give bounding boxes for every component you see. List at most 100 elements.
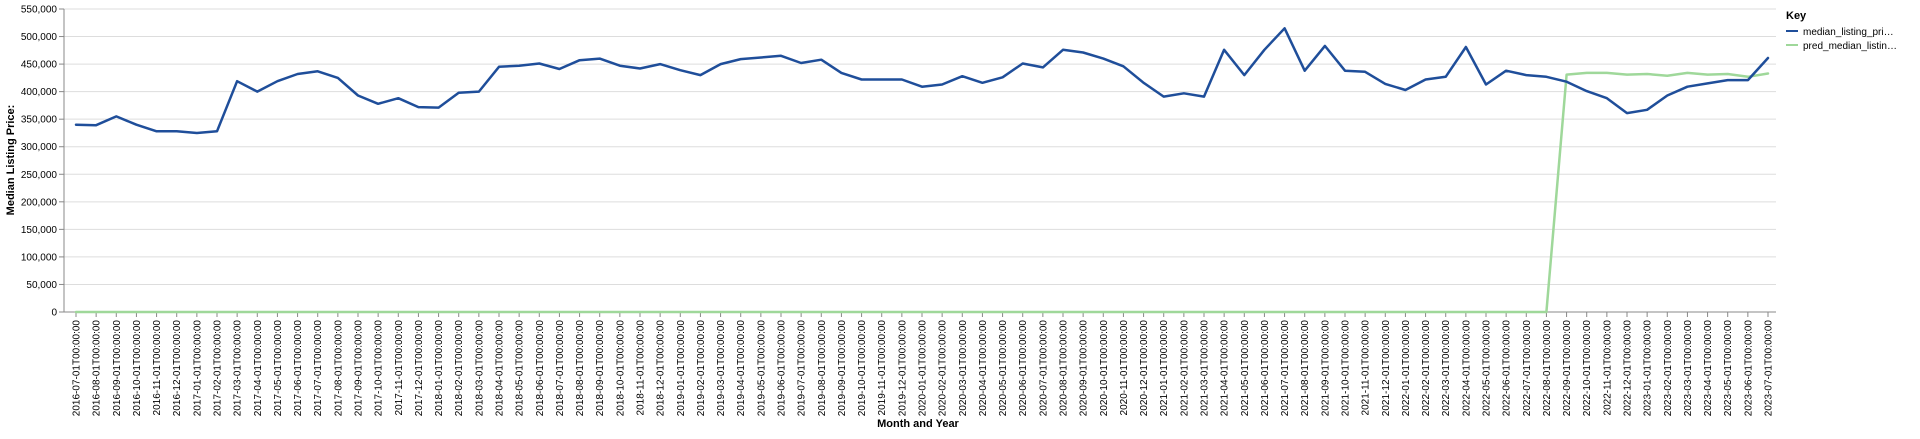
x-tick-label: 2022-11-01T00:00:00 — [1602, 320, 1613, 416]
x-tick-label: 2020-02-01T00:00:00 — [938, 320, 949, 417]
x-tick-label: 2020-03-01T00:00:00 — [958, 320, 969, 417]
x-tick-label: 2019-04-01T00:00:00 — [736, 320, 747, 417]
x-tick-label: 2017-05-01T00:00:00 — [273, 320, 284, 417]
x-tick-label: 2018-04-01T00:00:00 — [495, 320, 506, 417]
x-tick-label: 2016-09-01T00:00:00 — [112, 320, 123, 417]
legend-label-median: median_listing_pri… — [1803, 27, 1894, 38]
y-axis-ticks: 0 50,000 100,000 150,000 200,000 250,000 300,0… — [21, 5, 64, 319]
x-tick-label: 2022-03-01T00:00:00 — [1441, 320, 1452, 417]
x-tick-label: 2023-02-01T00:00:00 — [1663, 320, 1674, 417]
x-tick-label: 2017-09-01T00:00:00 — [354, 320, 365, 417]
x-tick-label: 2017-10-01T00:00:00 — [374, 320, 385, 417]
x-tick-label: 2017-02-01T00:00:00 — [213, 320, 224, 417]
x-tick-label: 2023-04-01T00:00:00 — [1703, 320, 1714, 417]
x-tick-label: 2023-07-01T00:00:00 — [1764, 320, 1775, 417]
x-tick-label: 2020-10-01T00:00:00 — [1099, 320, 1110, 417]
x-tick-label: 2021-12-01T00:00:00 — [1381, 320, 1392, 417]
x-tick-label: 2020-09-01T00:00:00 — [1079, 320, 1090, 417]
legend-title: Key — [1786, 10, 1807, 22]
x-tick-label: 2021-03-01T00:00:00 — [1200, 320, 1211, 417]
x-tick-label: 2021-10-01T00:00:00 — [1341, 320, 1352, 417]
x-tick-label: 2016-07-01T00:00:00 — [72, 320, 83, 417]
y-tick-label: 0 — [51, 308, 57, 319]
x-tick-label: 2016-10-01T00:00:00 — [132, 320, 143, 417]
x-tick-label: 2019-11-01T00:00:00 — [877, 320, 888, 416]
grid-lines — [64, 8, 1776, 313]
x-tick-label: 2022-02-01T00:00:00 — [1421, 320, 1432, 417]
x-tick-label: 2018-05-01T00:00:00 — [515, 320, 526, 417]
x-tick-label: 2018-08-01T00:00:00 — [575, 320, 586, 417]
x-tick-label: 2021-06-01T00:00:00 — [1260, 320, 1271, 417]
x-tick-label: 2019-08-01T00:00:00 — [817, 320, 828, 417]
x-tick-label: 2021-08-01T00:00:00 — [1300, 320, 1311, 417]
x-tick-label: 2017-08-01T00:00:00 — [333, 320, 344, 417]
x-tick-label: 2018-10-01T00:00:00 — [615, 320, 626, 417]
x-tick-label: 2020-12-01T00:00:00 — [1139, 320, 1150, 417]
x-tick-label: 2023-06-01T00:00:00 — [1743, 320, 1754, 417]
x-tick-label: 2023-03-01T00:00:00 — [1683, 320, 1694, 417]
x-tick-label: 2018-07-01T00:00:00 — [555, 320, 566, 417]
x-tick-label: 2021-11-01T00:00:00 — [1361, 320, 1372, 416]
x-tick-label: 2018-01-01T00:00:00 — [434, 320, 445, 417]
x-tick-label: 2016-12-01T00:00:00 — [172, 320, 183, 417]
x-tick-label: 2016-08-01T00:00:00 — [92, 320, 103, 417]
y-tick-label: 450,000 — [21, 60, 58, 71]
x-tick-label: 2016-11-01T00:00:00 — [152, 320, 163, 416]
x-tick-label: 2022-10-01T00:00:00 — [1582, 320, 1593, 417]
x-tick-label: 2021-05-01T00:00:00 — [1240, 320, 1251, 417]
x-tick-label: 2017-04-01T00:00:00 — [253, 320, 264, 417]
x-tick-label: 2022-05-01T00:00:00 — [1482, 320, 1493, 417]
y-axis-title: Median Listing Price: — [5, 105, 17, 216]
x-tick-label: 2022-08-01T00:00:00 — [1542, 320, 1553, 417]
x-tick-label: 2020-01-01T00:00:00 — [918, 320, 929, 417]
x-tick-label: 2017-11-01T00:00:00 — [394, 320, 405, 416]
x-tick-label: 2017-07-01T00:00:00 — [313, 320, 324, 417]
x-tick-label: 2022-12-01T00:00:00 — [1623, 320, 1634, 417]
x-tick-label: 2019-06-01T00:00:00 — [777, 320, 788, 417]
x-tick-label: 2017-01-01T00:00:00 — [192, 320, 203, 417]
x-tick-label: 2019-07-01T00:00:00 — [797, 320, 808, 417]
y-tick-label: 250,000 — [21, 170, 58, 181]
series-lines — [74, 27, 1770, 314]
x-tick-label: 2020-04-01T00:00:00 — [978, 320, 989, 417]
x-tick-label: 2017-03-01T00:00:00 — [233, 320, 244, 417]
y-tick-label: 500,000 — [21, 32, 58, 43]
x-tick-label: 2019-03-01T00:00:00 — [716, 320, 727, 417]
series-line-median — [74, 27, 1770, 135]
y-tick-label: 150,000 — [21, 225, 58, 236]
x-tick-label: 2017-12-01T00:00:00 — [414, 320, 425, 417]
x-tick-label: 2021-02-01T00:00:00 — [1179, 320, 1190, 417]
x-tick-label: 2020-11-01T00:00:00 — [1119, 320, 1130, 416]
x-tick-label: 2018-12-01T00:00:00 — [656, 320, 667, 417]
x-tick-label: 2021-09-01T00:00:00 — [1320, 320, 1331, 417]
x-tick-label: 2022-04-01T00:00:00 — [1461, 320, 1472, 417]
series-line-pred — [74, 71, 1770, 314]
x-tick-label: 2019-10-01T00:00:00 — [857, 320, 868, 417]
y-tick-label: 400,000 — [21, 87, 58, 98]
x-tick-label: 2020-06-01T00:00:00 — [1018, 320, 1029, 417]
x-tick-label: 2022-09-01T00:00:00 — [1562, 320, 1573, 417]
x-tick-label: 2023-01-01T00:00:00 — [1643, 320, 1654, 417]
x-tick-label: 2020-05-01T00:00:00 — [998, 320, 1009, 417]
x-tick-label: 2018-11-01T00:00:00 — [636, 320, 647, 416]
y-tick-label: 200,000 — [21, 197, 58, 208]
x-tick-label: 2020-07-01T00:00:00 — [1038, 320, 1049, 417]
x-tick-label: 2020-08-01T00:00:00 — [1059, 320, 1070, 417]
x-tick-label: 2018-03-01T00:00:00 — [474, 320, 485, 417]
x-tick-label: 2021-01-01T00:00:00 — [1159, 320, 1170, 417]
x-tick-label: 2022-07-01T00:00:00 — [1522, 320, 1533, 417]
legend-label-pred: pred_median_listin… — [1803, 41, 1897, 52]
legend: Key median_listing_pri… pred_median_list… — [1786, 10, 1897, 52]
x-tick-label: 2018-06-01T00:00:00 — [535, 320, 546, 417]
x-tick-label: 2019-09-01T00:00:00 — [837, 320, 848, 417]
x-tick-label: 2021-07-01T00:00:00 — [1280, 320, 1291, 417]
x-axis-title: Month and Year — [877, 418, 959, 430]
x-tick-label: 2023-05-01T00:00:00 — [1723, 320, 1734, 417]
x-tick-label: 2018-02-01T00:00:00 — [454, 320, 465, 417]
x-tick-label: 2022-06-01T00:00:00 — [1502, 320, 1513, 417]
x-tick-label: 2019-05-01T00:00:00 — [756, 320, 767, 417]
y-tick-label: 300,000 — [21, 142, 58, 153]
x-tick-label: 2017-06-01T00:00:00 — [293, 320, 304, 417]
x-tick-label: 2019-02-01T00:00:00 — [696, 320, 707, 417]
